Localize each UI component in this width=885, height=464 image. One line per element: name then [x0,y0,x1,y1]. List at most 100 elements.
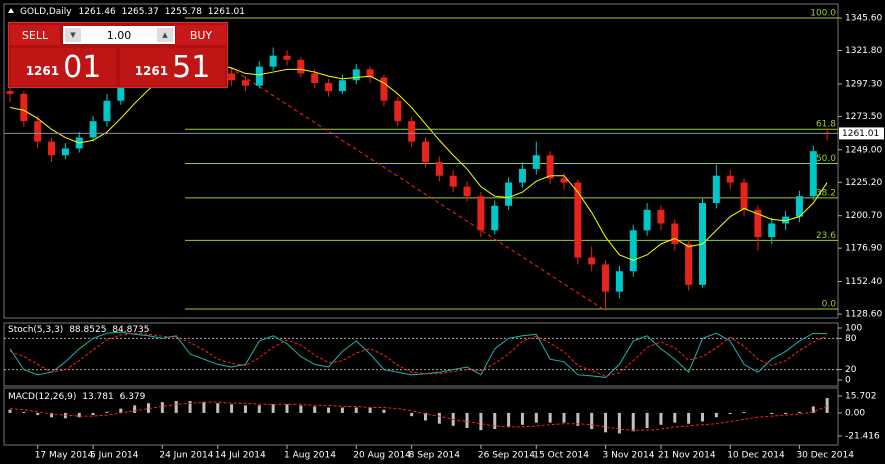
candle-body [615,271,623,292]
candle-body [795,196,803,217]
macd-panel-frame [3,387,839,446]
candle-body [518,168,526,183]
y-tick-label: 100 [845,323,862,333]
candle-body [754,209,762,238]
lots-down[interactable]: ▼ [65,28,81,42]
candle-body [463,186,471,197]
lots-up[interactable]: ▲ [157,28,173,42]
bid-quote[interactable]: 1261 01 [11,48,116,86]
sell-button[interactable]: SELL [10,25,60,45]
candle-body [338,80,346,92]
candle-body [394,100,402,122]
candle-body [726,175,734,183]
candle-body [283,55,291,60]
y-tick-label: 15.702 [845,392,877,402]
macd-hist-value: 13.781 [82,392,114,402]
bid-digits: 01 [63,50,102,85]
x-tick-label: 3 Nov 2014 [603,451,655,461]
stoch-title: Stoch(5,3,3) [8,325,63,335]
candle-body [422,141,429,163]
y-tick-label: 1345.60 [845,14,882,24]
stoch-d-value: 84.8735 [112,325,149,335]
buy-button[interactable]: BUY [176,25,226,45]
candle-body [671,223,679,244]
y-tick-label: 1249.00 [845,145,882,155]
x-tick-label: 1 Aug 2014 [284,451,336,461]
fib-label: 0.0 [822,299,837,309]
lots-value: 1.00 [106,28,132,42]
y-tick-label: 1273.50 [845,112,882,122]
candle-body [657,209,665,224]
fib-label: 38.2 [816,188,836,198]
y-tick-label: 1225.20 [845,178,882,188]
x-tick-label: 20 Aug 2014 [353,451,411,461]
candle-body [712,175,720,204]
x-tick-label: 26 Sep 2014 [478,451,535,461]
x-tick-label: 15 Oct 2014 [533,451,589,461]
y-tick-label: 0 [845,376,851,386]
candle-body [532,155,540,169]
ask-digits: 51 [172,50,211,85]
candle-body [740,182,748,210]
candle-body [685,243,693,285]
y-tick-label: -21.416 [845,431,880,441]
x-tick-label: 14 Jul 2014 [215,451,266,461]
y-tick-label: 1297.30 [845,79,882,89]
candle-body [505,182,513,206]
trendline [217,59,606,312]
candle-body [408,121,416,142]
lots-input[interactable]: ▼ 1.00 ▲ [63,26,175,44]
fib-label: 61.8 [816,120,836,130]
close-value: 1261.01 [208,7,245,17]
candle-body [48,141,56,156]
main-panel-frame [3,3,839,319]
stoch-panel-frame [3,322,839,387]
candle-body [768,223,776,238]
stoch-header: Stoch(5,3,3) 88.8525 84.8735 [8,325,150,335]
x-tick-label: 5 Jun 2014 [90,451,139,461]
candle-body [20,93,28,122]
y-tick-label: 1321.80 [845,46,882,56]
candle-body [89,121,97,138]
ask-prefix: 1261 [134,64,169,78]
x-tick-label: 8 Sep 2014 [409,451,461,461]
candle-body [352,69,360,81]
stoch-k [9,331,828,378]
current-price-box [839,127,884,140]
y-tick-label: 20 [845,365,857,375]
x-tick-label: 17 May 2014 [35,451,94,461]
y-tick-label: 1152.40 [845,277,882,287]
fib-label: 100.0 [810,9,836,19]
candle-body [449,175,457,187]
fib-label: 23.6 [816,231,836,241]
x-tick-label: 10 Dec 2014 [727,451,785,461]
trade-panel: SELL ▼ 1.00 ▲ BUY 1261 01 1261 51 [8,22,228,88]
open-value: 1261.46 [79,7,116,17]
candle-body [380,77,388,101]
moving-average [9,60,828,261]
high-value: 1265.37 [122,7,159,17]
candle-body [61,148,69,156]
symbol: GOLD,Daily [20,7,72,17]
x-tick-label: 30 Dec 2014 [796,451,854,461]
macd-title: MACD(12,26,9) [8,392,76,402]
candle-body [560,178,568,183]
candle-body [435,162,443,176]
candle-body [491,205,499,231]
chart-header: GOLD,Daily 1261.46 1265.37 1255.78 1261.… [20,7,245,17]
candle-body [643,209,651,231]
candle-body [103,100,111,122]
x-tick-label: 21 Nov 2014 [658,451,716,461]
candle-body [477,196,485,231]
low-value: 1255.78 [165,7,202,17]
macd-signal-value: 6.379 [120,392,146,402]
candle-body [269,55,277,67]
candle-body [34,121,42,142]
candle-body [311,73,319,83]
y-tick-label: 1176.90 [845,244,882,254]
current-price-label: 1261.01 [842,129,879,139]
ask-quote[interactable]: 1261 51 [120,48,225,86]
macd-header: MACD(12,26,9) 13.781 6.379 [8,392,146,402]
candle-body [546,155,554,179]
